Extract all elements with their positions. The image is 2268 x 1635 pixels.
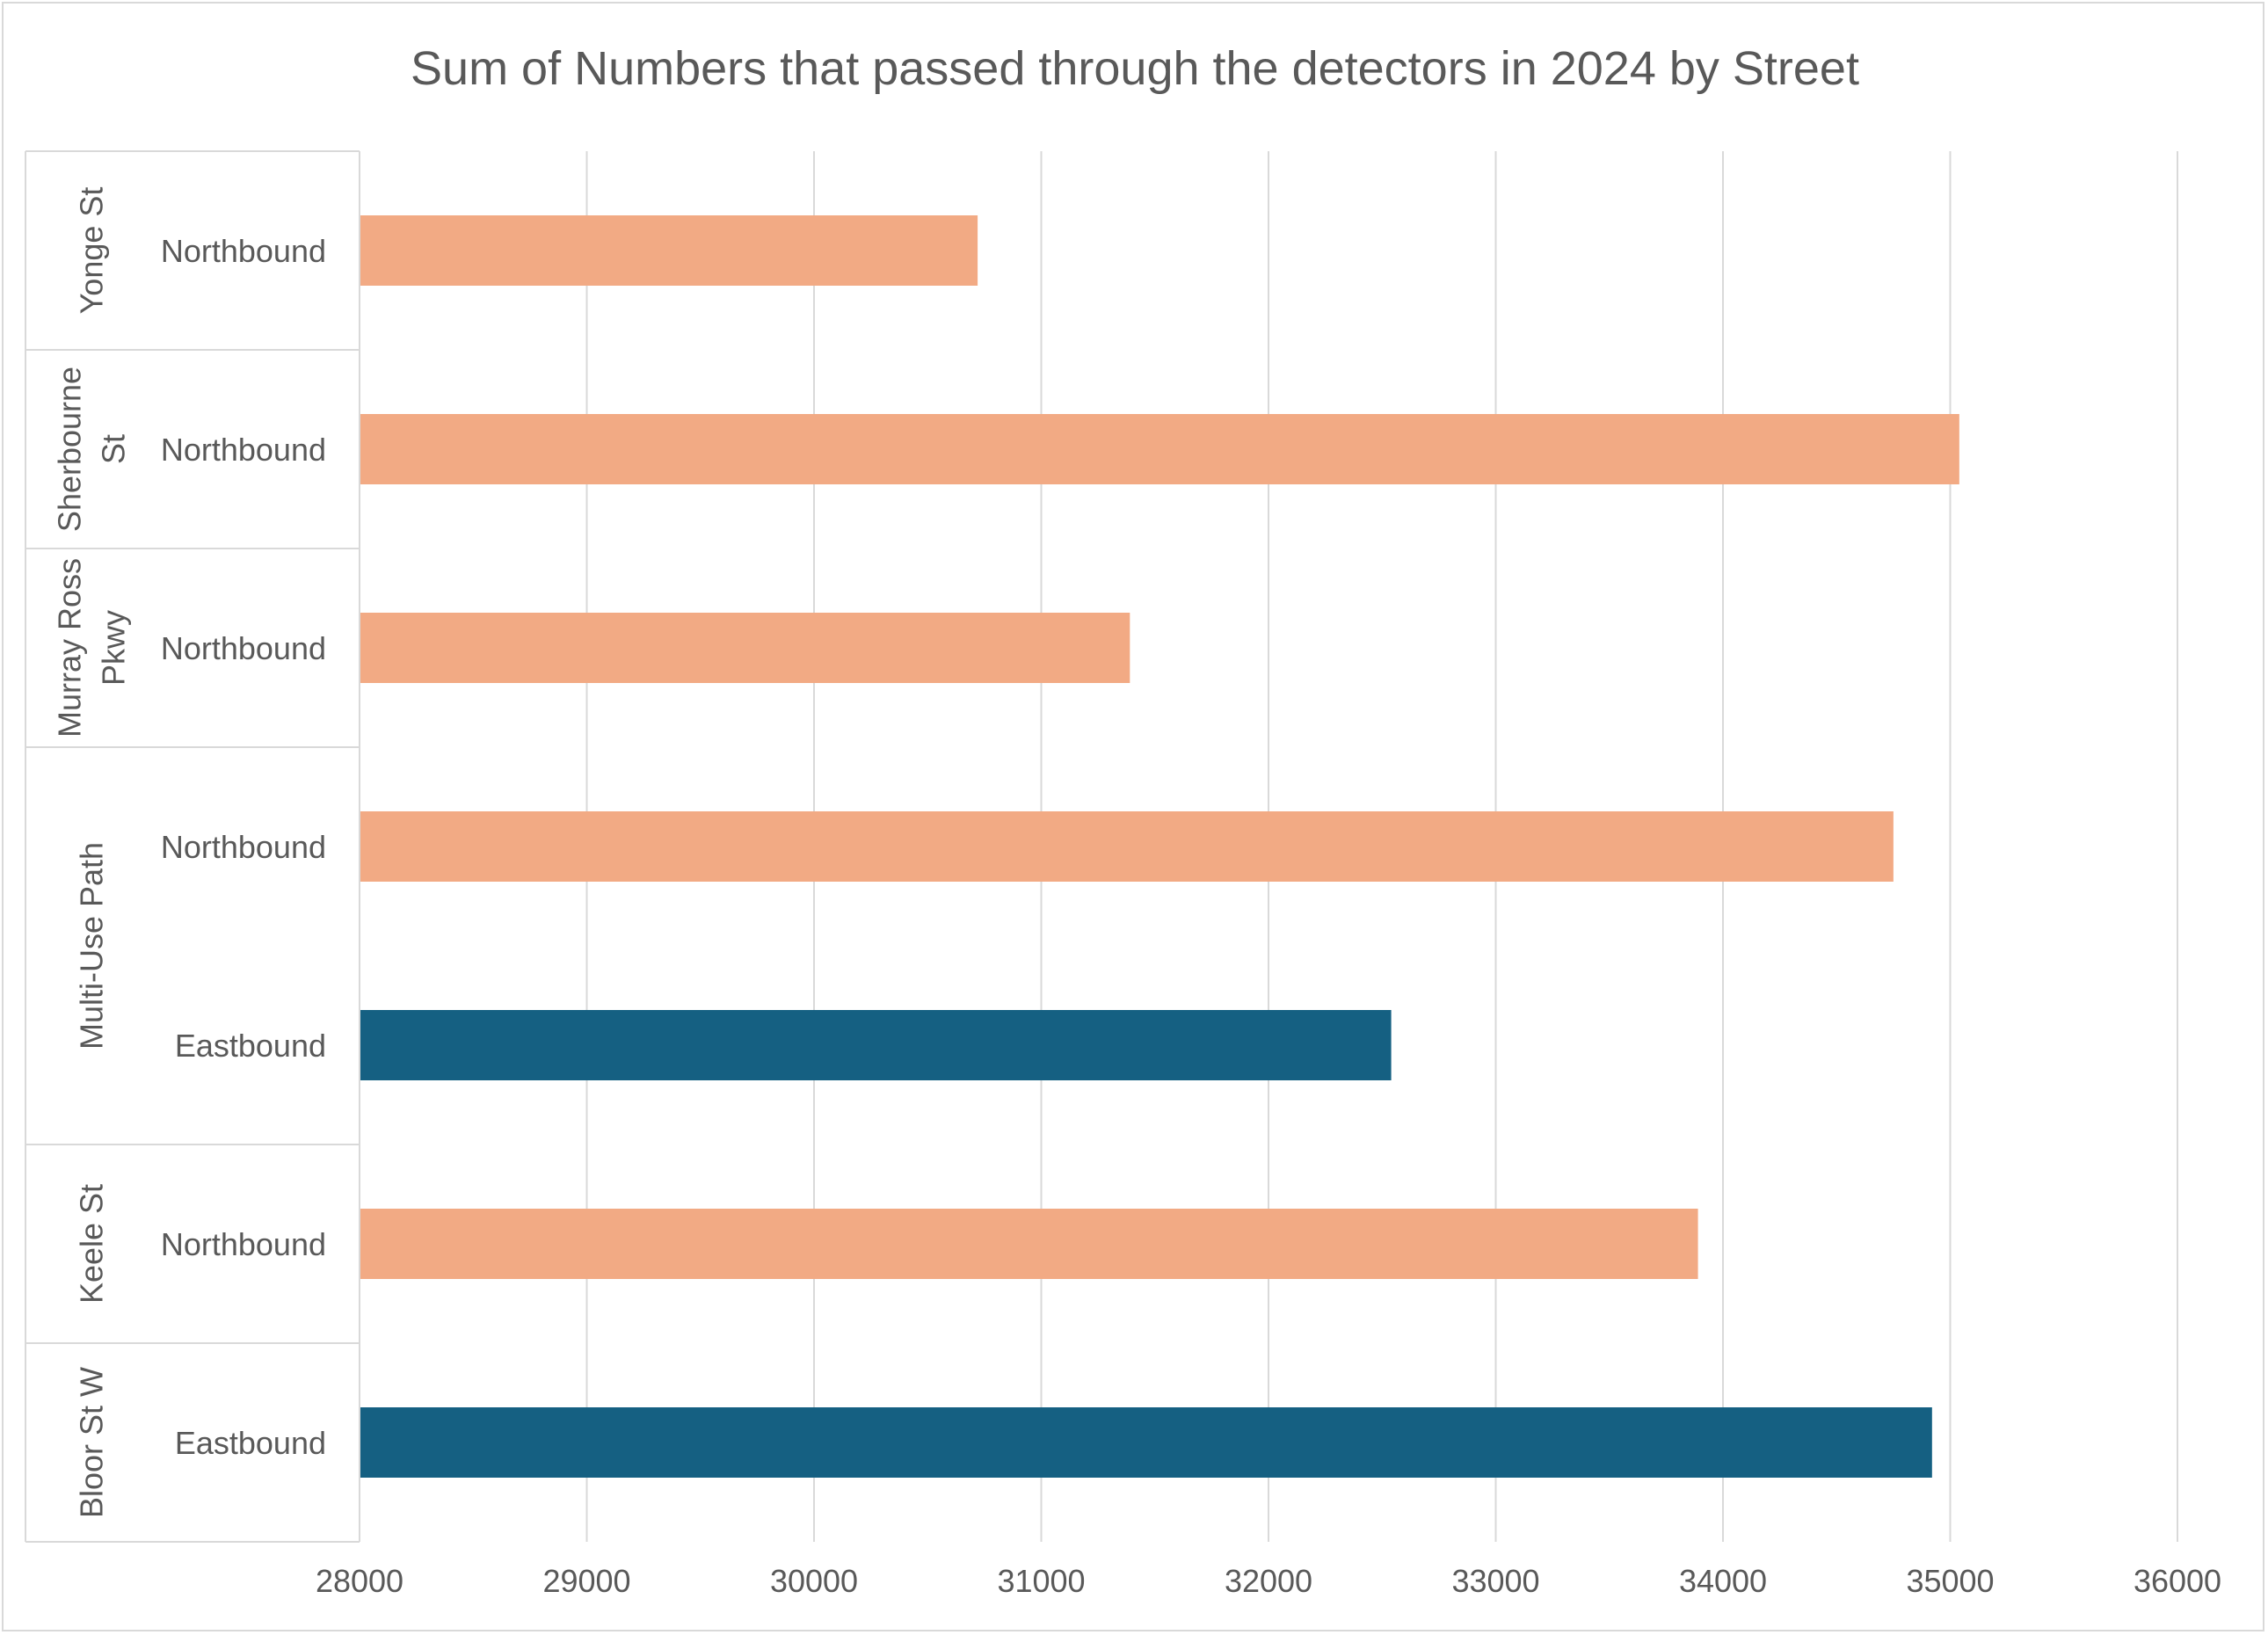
bar xyxy=(360,1010,1392,1080)
x-tick-label: 29000 xyxy=(542,1563,630,1599)
bar xyxy=(360,215,978,286)
bar xyxy=(360,1407,1932,1478)
category-label: Northbound xyxy=(161,829,326,865)
street-label: Keele St xyxy=(74,1184,110,1304)
chart-title: Sum of Numbers that passed through the d… xyxy=(411,42,1859,95)
bar xyxy=(360,1209,1698,1279)
x-tick-label: 36000 xyxy=(2134,1563,2221,1599)
street-label: Pkwy xyxy=(96,610,132,686)
bar-chart: Sum of Numbers that passed through the d… xyxy=(25,42,2222,1599)
bar xyxy=(360,613,1130,683)
category-axis xyxy=(25,150,360,1543)
x-tick-label: 34000 xyxy=(1679,1563,1767,1599)
bar xyxy=(360,811,1894,882)
category-label: Eastbound xyxy=(175,1425,326,1461)
category-label: Northbound xyxy=(161,432,326,468)
street-label: Sherbourne xyxy=(52,367,88,532)
bar xyxy=(360,414,1959,484)
street-label: St xyxy=(96,434,132,464)
category-label: Northbound xyxy=(161,1226,326,1262)
x-tick-label: 33000 xyxy=(1451,1563,1539,1599)
x-tick-label: 32000 xyxy=(1225,1563,1312,1599)
street-label: Yonge St xyxy=(74,187,110,315)
bars xyxy=(360,215,1959,1478)
category-label: Northbound xyxy=(161,233,326,269)
category-label: Eastbound xyxy=(175,1028,326,1064)
x-tick-label: 35000 xyxy=(1906,1563,1994,1599)
axis-labels: 28000 29000 30000 31000 32000 33000 34000 35000… xyxy=(52,187,2222,1599)
street-label: Bloor St W xyxy=(74,1367,110,1518)
street-label: Multi-Use Path xyxy=(74,842,110,1050)
x-tick-label: 28000 xyxy=(316,1563,403,1599)
category-label: Northbound xyxy=(161,630,326,666)
street-label: Murray Ross xyxy=(52,558,88,738)
x-tick-label: 31000 xyxy=(997,1563,1085,1599)
x-tick-label: 30000 xyxy=(770,1563,858,1599)
